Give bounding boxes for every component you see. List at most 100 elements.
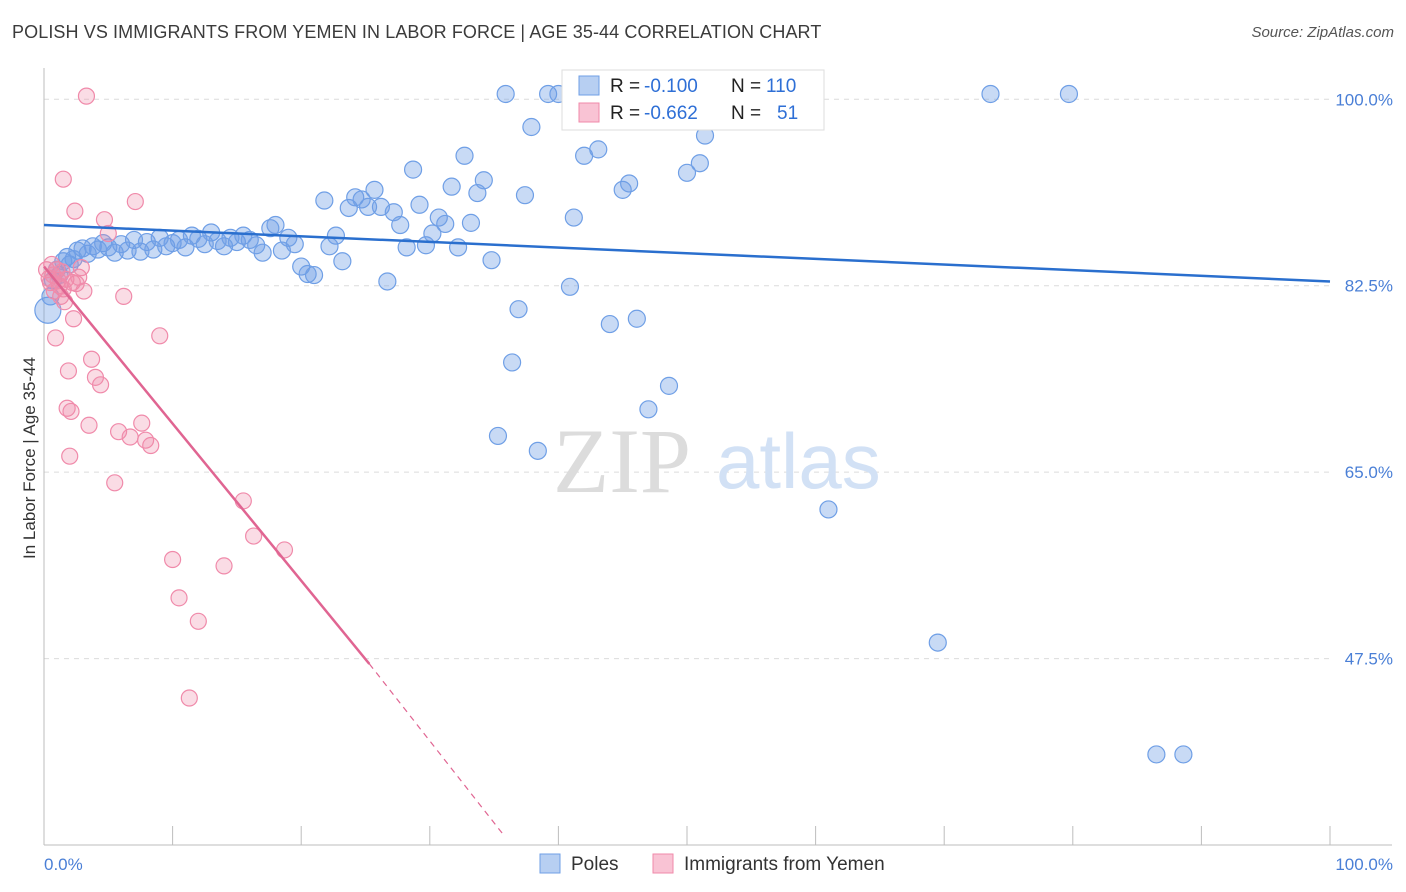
legend-r-value-poles: -0.100 [644, 76, 698, 97]
poles-point-56 [365, 180, 384, 199]
yemen-point-32 [99, 224, 117, 243]
source-label: Source: ZipAtlas.com [1251, 24, 1394, 41]
poles-point-79 [515, 186, 535, 205]
poles-point-40 [261, 219, 280, 238]
yemen-point-47 [234, 492, 252, 510]
yemen-point-41 [151, 327, 169, 345]
y-tick-label-3: 100.0% [1335, 90, 1393, 109]
poles-point-84 [560, 277, 580, 296]
yemen-point-18 [62, 402, 80, 421]
legend-n-label-poles: N = [731, 76, 761, 97]
yemen-point-38 [133, 414, 151, 432]
poles-point-96 [690, 154, 709, 173]
poles-point-61 [397, 238, 416, 257]
poles-point-54 [352, 190, 371, 209]
poles-point-76 [496, 84, 515, 104]
watermark-zip: ZIP [553, 410, 691, 512]
legend-r-label-yemen: R = [610, 103, 640, 124]
poles-point-60 [391, 215, 410, 235]
bottom-legend-label-yemen: Immigrants from Yemen [684, 854, 885, 875]
poles-point-85 [564, 208, 583, 227]
legend-r-label-poles: R = [610, 76, 640, 97]
bottom-legend-label-poles: Poles [571, 854, 619, 875]
chart-title: POLISH VS IMMIGRANTS FROM YEMEN IN LABOR… [12, 22, 822, 42]
x-tick-label-0: 0.0% [44, 855, 83, 874]
x-tick-label-1: 100.0% [1335, 855, 1393, 874]
watermark: ZIP atlas [553, 410, 881, 512]
poles-point-107 [981, 84, 1000, 104]
poles-point-69 [448, 238, 468, 257]
y-tick-labels: 47.5% 65.0% 82.5% 100.0% [1335, 90, 1393, 668]
yemen-point-17 [61, 447, 79, 465]
yemen-point-42 [164, 550, 182, 569]
yemen-trend-line-extension [368, 663, 504, 835]
poles-point-45 [292, 257, 311, 276]
yemen-point-48 [245, 527, 263, 545]
yemen-point-26 [77, 87, 96, 105]
poles-point-82 [539, 84, 558, 104]
yemen-point-20 [64, 310, 83, 328]
poles-point-92 [639, 400, 658, 419]
y-axis-label: In Labor Force | Age 35-44 [20, 357, 39, 559]
yemen-point-36 [121, 428, 139, 446]
yemen-point-25 [75, 282, 93, 300]
axes [43, 68, 1392, 846]
poles-point-91 [627, 309, 646, 328]
yemen-point-13 [55, 293, 74, 311]
poles-point-62 [403, 160, 423, 179]
poles-point-87 [589, 140, 608, 159]
poles-point-46 [298, 264, 317, 284]
yemen-point-30 [91, 376, 110, 394]
yemen-trend-line [43, 265, 371, 665]
legend-swatch-yemen [578, 102, 600, 123]
legend-n-value-yemen: 51 [777, 103, 798, 124]
stats-legend: R = -0.100 N = 110 R = -0.662 N = 51 [561, 69, 825, 131]
poles-point-74 [482, 251, 501, 270]
yemen-point-21 [66, 202, 84, 220]
series-yemen-points [37, 87, 294, 707]
poles-point-73 [474, 171, 493, 190]
y-tick-label-1: 65.0% [1345, 463, 1393, 482]
yemen-point-16 [59, 362, 78, 380]
poles-point-77 [503, 353, 522, 372]
poles-point-44 [285, 235, 304, 254]
poles-point-47 [304, 265, 324, 285]
poles-point-88 [600, 314, 619, 334]
poles-point-52 [339, 198, 358, 218]
poles-point-108 [1059, 84, 1079, 104]
poles-point-94 [659, 376, 679, 395]
y-tick-label-2: 82.5% [1345, 277, 1393, 296]
yemen-point-44 [180, 689, 198, 707]
grid-lines [44, 98, 1330, 660]
poles-point-81 [528, 441, 547, 460]
yemen-point-45 [189, 612, 207, 630]
yemen-point-33 [106, 474, 124, 492]
poles-point-41 [266, 215, 285, 235]
poles-point-18 [118, 241, 137, 260]
poles-point-106 [928, 633, 947, 652]
bottom-legend-swatch-poles [539, 853, 561, 874]
poles-point-75 [488, 426, 508, 446]
yemen-point-49 [275, 541, 294, 559]
poles-point-110 [1174, 745, 1193, 764]
poles-point-50 [326, 226, 346, 245]
poles-point-78 [509, 300, 528, 319]
yemen-point-46 [215, 557, 233, 575]
poles-point-55 [358, 197, 378, 216]
poles-point-109 [1147, 745, 1166, 764]
legend-n-label-yemen: N = [731, 103, 761, 124]
legend-n-value-poles: 110 [766, 76, 796, 97]
yemen-point-6 [46, 329, 65, 347]
trend-lines [43, 223, 1331, 835]
poles-point-48 [315, 191, 334, 210]
yemen-point-35 [115, 287, 133, 305]
poles-point-12 [83, 237, 102, 256]
poles-point-68 [442, 177, 461, 196]
poles-point-51 [333, 252, 352, 271]
yemen-point-27 [80, 416, 98, 434]
legend-box [561, 69, 825, 131]
poles-point-90 [620, 174, 639, 193]
yemen-point-43 [170, 589, 188, 607]
poles-point-70 [455, 146, 474, 165]
